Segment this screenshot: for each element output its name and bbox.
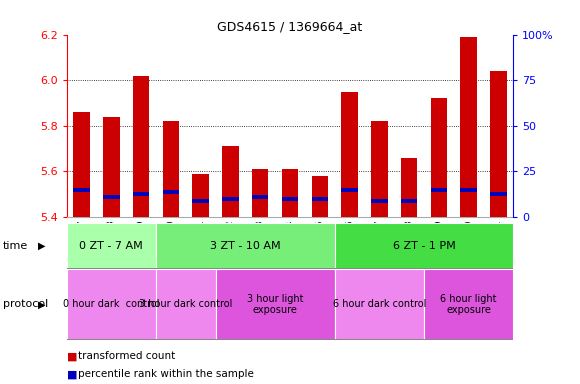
Bar — [311, 197, 328, 201]
Bar — [103, 195, 119, 199]
Bar — [490, 71, 506, 217]
Bar — [163, 190, 179, 194]
Bar — [342, 91, 358, 217]
Bar — [490, 192, 506, 197]
Text: 6 ZT - 1 PM: 6 ZT - 1 PM — [393, 241, 455, 251]
Bar — [431, 188, 447, 192]
Bar — [311, 176, 328, 217]
Text: 3 hour dark control: 3 hour dark control — [139, 299, 233, 310]
Bar — [74, 188, 90, 192]
Bar — [133, 76, 149, 217]
Bar — [222, 146, 238, 217]
Text: 0 ZT - 7 AM: 0 ZT - 7 AM — [79, 241, 143, 251]
Text: ▶: ▶ — [38, 299, 45, 310]
Text: transformed count: transformed count — [78, 351, 176, 361]
Bar — [461, 37, 477, 217]
Bar — [401, 199, 417, 203]
Text: 6 hour dark control: 6 hour dark control — [333, 299, 426, 310]
Bar — [461, 188, 477, 192]
Bar — [103, 117, 119, 217]
Bar — [371, 199, 387, 203]
Text: protocol: protocol — [3, 299, 48, 310]
Text: percentile rank within the sample: percentile rank within the sample — [78, 369, 254, 379]
Text: 0 hour dark  control: 0 hour dark control — [63, 299, 160, 310]
Bar — [252, 169, 269, 217]
Bar — [282, 197, 298, 201]
Bar — [74, 112, 90, 217]
Title: GDS4615 / 1369664_at: GDS4615 / 1369664_at — [218, 20, 362, 33]
Text: ▶: ▶ — [38, 241, 45, 251]
Text: 3 hour light
exposure: 3 hour light exposure — [247, 293, 303, 315]
Text: ■: ■ — [67, 351, 77, 361]
Bar — [431, 98, 447, 217]
Text: time: time — [3, 241, 28, 251]
Text: 6 hour light
exposure: 6 hour light exposure — [440, 293, 497, 315]
Bar — [193, 174, 209, 217]
Bar — [222, 197, 238, 201]
Bar — [133, 192, 149, 197]
Bar — [252, 195, 269, 199]
Bar — [282, 169, 298, 217]
Text: ■: ■ — [67, 369, 77, 379]
Bar — [342, 188, 358, 192]
Bar — [163, 121, 179, 217]
Bar — [401, 158, 417, 217]
Text: 3 ZT - 10 AM: 3 ZT - 10 AM — [210, 241, 281, 251]
Bar — [193, 199, 209, 203]
Bar — [371, 121, 387, 217]
